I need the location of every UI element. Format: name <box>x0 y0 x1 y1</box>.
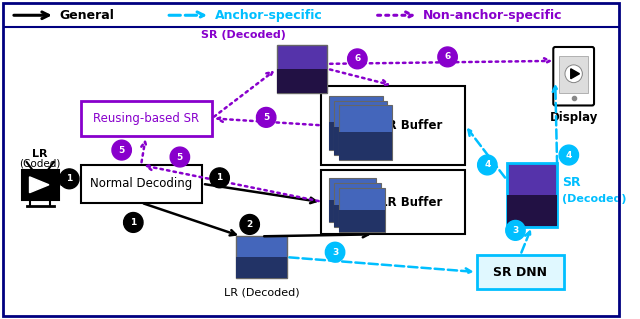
Text: Reusing-based SR: Reusing-based SR <box>93 112 200 125</box>
Bar <box>339 132 392 160</box>
Circle shape <box>112 140 131 160</box>
Text: SR (Decoded): SR (Decoded) <box>202 30 286 40</box>
Text: LR Buffer: LR Buffer <box>380 196 442 209</box>
Bar <box>81 100 212 136</box>
Bar <box>81 165 202 203</box>
Bar <box>334 183 381 227</box>
Text: 4: 4 <box>484 160 490 169</box>
Circle shape <box>348 49 367 69</box>
Text: 5: 5 <box>263 113 269 122</box>
Circle shape <box>559 145 579 165</box>
Text: Display: Display <box>550 111 598 124</box>
Bar <box>334 100 387 155</box>
Bar <box>329 122 383 150</box>
Bar <box>277 45 327 93</box>
Text: 1: 1 <box>216 173 223 182</box>
Text: 2: 2 <box>246 220 253 229</box>
Text: 6: 6 <box>444 52 451 61</box>
Circle shape <box>438 47 457 67</box>
Text: LR (Decoded): LR (Decoded) <box>223 288 299 298</box>
Circle shape <box>257 108 276 127</box>
Circle shape <box>210 168 229 188</box>
Circle shape <box>506 220 525 240</box>
Bar <box>339 188 385 232</box>
Polygon shape <box>29 177 49 193</box>
Bar <box>321 85 465 165</box>
Bar <box>321 170 465 234</box>
FancyBboxPatch shape <box>554 47 594 106</box>
Circle shape <box>124 212 143 232</box>
Circle shape <box>240 214 259 234</box>
Bar <box>334 204 381 227</box>
Text: Non-anchor-specific: Non-anchor-specific <box>423 9 563 22</box>
Bar <box>507 163 557 227</box>
Bar <box>477 255 564 289</box>
Bar <box>339 210 385 232</box>
Text: 1: 1 <box>130 218 136 227</box>
Text: (Coded): (Coded) <box>19 159 61 169</box>
Circle shape <box>565 65 582 83</box>
Text: General: General <box>60 9 115 22</box>
Text: 5: 5 <box>118 145 125 155</box>
Bar <box>329 96 383 150</box>
Circle shape <box>170 147 189 167</box>
Polygon shape <box>571 69 579 79</box>
Text: SR: SR <box>562 176 580 189</box>
Text: 1: 1 <box>66 174 72 183</box>
Circle shape <box>325 242 345 262</box>
Bar <box>334 127 387 155</box>
Bar <box>329 200 376 222</box>
Text: SR Buffer: SR Buffer <box>379 119 442 132</box>
Bar <box>339 106 392 160</box>
Bar <box>236 257 287 278</box>
Bar <box>507 195 557 226</box>
Bar <box>236 236 287 278</box>
Text: Normal Decoding: Normal Decoding <box>90 177 193 190</box>
Circle shape <box>60 169 79 189</box>
Bar <box>22 170 59 200</box>
Text: SR DNN: SR DNN <box>493 265 547 278</box>
Bar <box>559 56 588 93</box>
Text: 3: 3 <box>513 226 518 235</box>
Text: LR: LR <box>33 149 48 159</box>
Bar <box>329 178 376 222</box>
Text: (Decoded): (Decoded) <box>562 194 627 204</box>
Text: 4: 4 <box>566 151 572 160</box>
Text: Anchor-specific: Anchor-specific <box>215 9 323 22</box>
Text: 5: 5 <box>177 152 183 161</box>
Text: 3: 3 <box>332 248 338 257</box>
Text: 6: 6 <box>354 54 360 63</box>
Bar <box>277 69 327 93</box>
Circle shape <box>477 155 497 175</box>
